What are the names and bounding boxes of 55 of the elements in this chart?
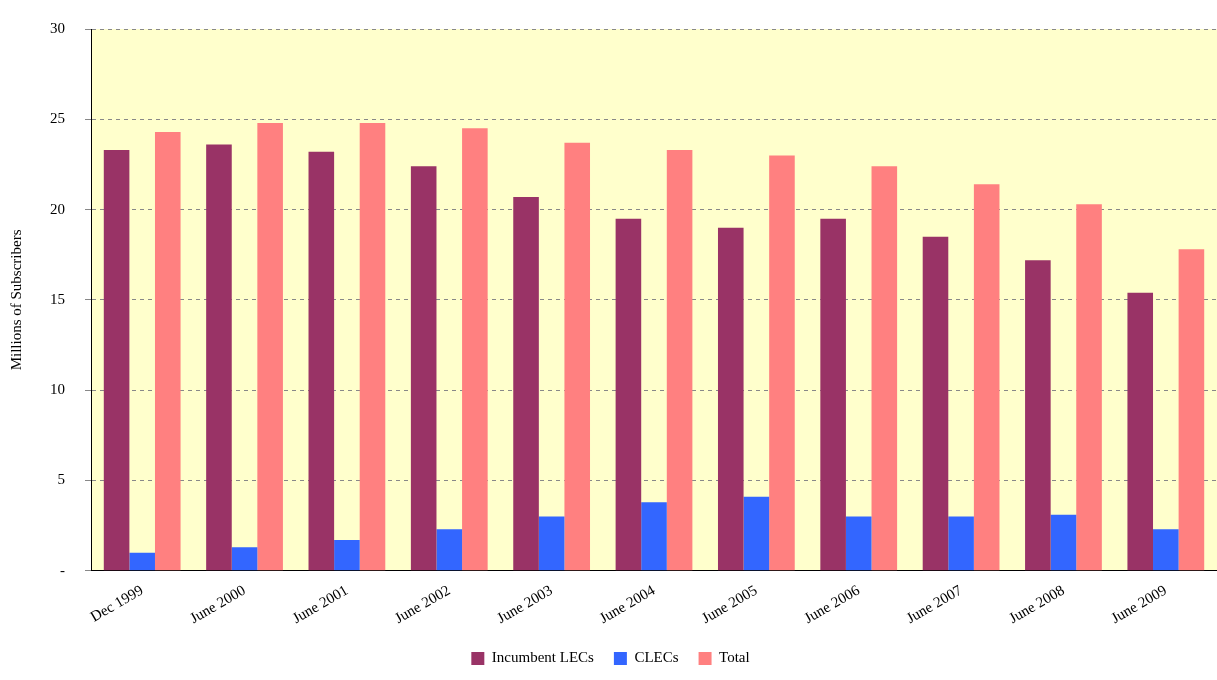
bar — [1076, 204, 1102, 571]
bar — [769, 155, 795, 571]
x-tick-label: June 2004 — [596, 581, 658, 627]
legend-label: Total — [719, 649, 750, 666]
y-tick-label: 15 — [50, 290, 65, 307]
y-tick-label: 30 — [50, 19, 65, 36]
bar — [1178, 249, 1205, 571]
x-tick-label: Dec 1999 — [87, 581, 146, 625]
x-tick-label: June 2005 — [698, 581, 760, 627]
bar — [922, 236, 949, 571]
y-axis-title: Millions of Subscribers — [7, 229, 24, 371]
bar — [129, 552, 155, 571]
bar — [359, 122, 386, 571]
bar — [717, 227, 744, 571]
x-tick-label: June 2001 — [289, 581, 351, 627]
bar — [973, 184, 1000, 571]
x-tick-label: June 2008 — [1005, 581, 1067, 627]
bar — [1153, 529, 1179, 571]
bar — [231, 547, 258, 571]
bar — [538, 516, 565, 571]
x-tick-label: June 2000 — [187, 581, 249, 627]
bar — [308, 151, 335, 571]
bar — [1050, 514, 1077, 571]
bar — [436, 529, 463, 571]
bar — [743, 496, 770, 571]
y-tick-label: 20 — [50, 200, 65, 217]
x-tick-label: June 2006 — [801, 581, 863, 627]
bar — [410, 166, 437, 571]
bar — [1025, 260, 1051, 571]
bar — [206, 144, 232, 571]
y-tick-label: - — [60, 561, 65, 578]
bar — [845, 516, 872, 571]
bar — [103, 150, 130, 571]
bar — [564, 142, 591, 571]
bar — [615, 218, 642, 571]
legend-label: CLECs — [634, 649, 679, 666]
x-tick-label: June 2009 — [1108, 581, 1170, 627]
bar — [641, 502, 667, 571]
legend-label: Incumbent LECs — [491, 649, 595, 666]
bar — [257, 122, 283, 571]
bar — [666, 150, 693, 571]
y-tick-label: 10 — [50, 381, 65, 398]
bar — [948, 516, 974, 571]
bar — [820, 218, 846, 571]
y-tick-label: 25 — [50, 110, 65, 127]
x-tick-label: June 2003 — [494, 581, 556, 627]
x-tick-label: June 2002 — [391, 581, 453, 627]
bar — [154, 131, 181, 571]
bar — [871, 166, 898, 571]
y-tick-label: 5 — [57, 471, 65, 488]
bar — [462, 128, 488, 571]
bar — [1127, 292, 1154, 571]
bar — [334, 540, 360, 571]
bar — [513, 196, 539, 571]
x-tick-label: June 2007 — [903, 581, 965, 627]
